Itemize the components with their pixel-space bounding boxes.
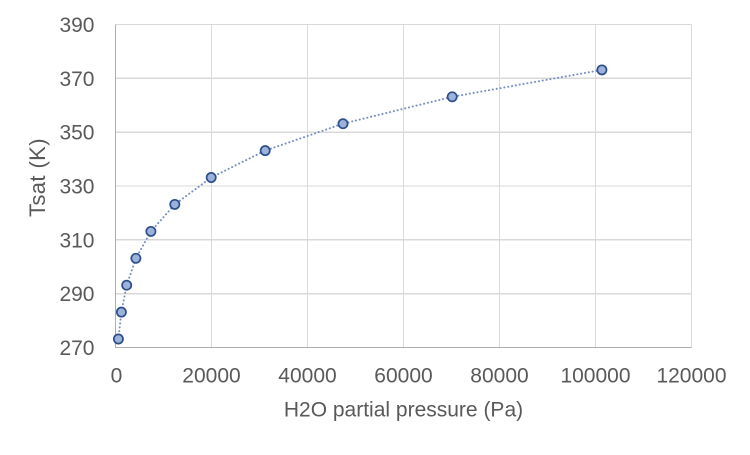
svg-text:80000: 80000 (470, 365, 528, 388)
svg-text:40000: 40000 (278, 365, 336, 388)
svg-text:120000: 120000 (656, 365, 726, 388)
svg-text:100000: 100000 (560, 365, 630, 388)
svg-text:60000: 60000 (374, 365, 432, 388)
svg-text:370: 370 (59, 68, 94, 91)
svg-text:310: 310 (59, 229, 94, 252)
svg-text:290: 290 (59, 283, 94, 306)
svg-text:350: 350 (59, 122, 94, 145)
svg-text:20000: 20000 (182, 365, 240, 388)
svg-text:H2O partial pressure (Pa): H2O partial pressure (Pa) (284, 399, 523, 422)
svg-text:270: 270 (59, 337, 94, 360)
svg-text:390: 390 (59, 14, 94, 37)
svg-text:0: 0 (111, 365, 123, 388)
svg-text:Tsat (K): Tsat (K) (25, 138, 50, 217)
svg-text:330: 330 (59, 176, 94, 199)
